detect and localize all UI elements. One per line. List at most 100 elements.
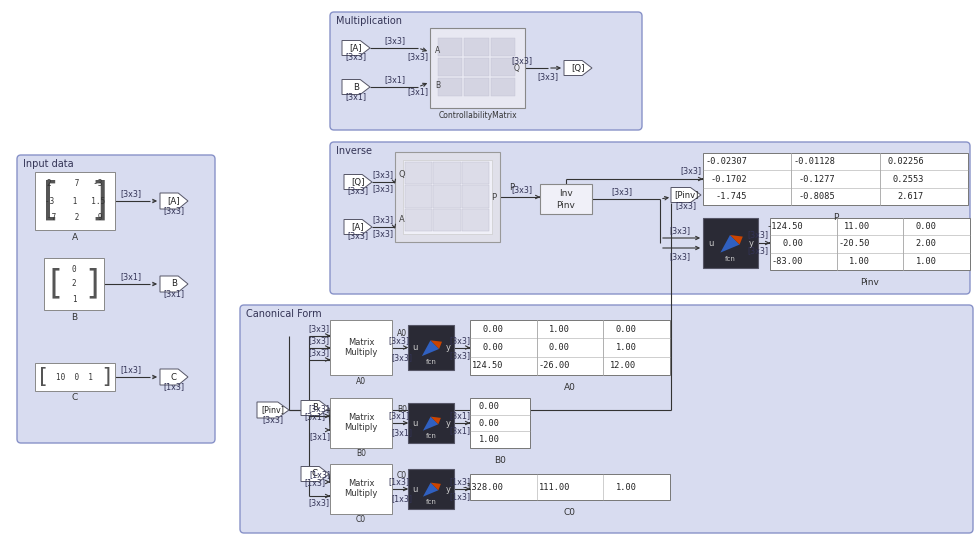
Polygon shape bbox=[430, 340, 441, 349]
Text: [3x3]: [3x3] bbox=[746, 246, 768, 255]
Bar bbox=[44, 258, 104, 310]
Text: [3x3]: [3x3] bbox=[163, 206, 185, 215]
Text: -1328.00: -1328.00 bbox=[461, 483, 503, 491]
Text: B: B bbox=[353, 83, 359, 91]
Text: -124.50: -124.50 bbox=[766, 222, 803, 231]
Text: 0: 0 bbox=[71, 265, 76, 273]
Bar bbox=[433, 208, 461, 231]
Text: C: C bbox=[312, 469, 318, 478]
Text: 1.00: 1.00 bbox=[848, 257, 869, 266]
Text: [1x3]: [1x3] bbox=[304, 478, 326, 488]
Bar bbox=[433, 162, 461, 184]
Text: Q: Q bbox=[399, 170, 405, 179]
Polygon shape bbox=[257, 402, 289, 418]
Text: -3    1   1.5: -3 1 1.5 bbox=[45, 197, 105, 206]
Text: u: u bbox=[412, 418, 418, 428]
Text: [1x3]: [1x3] bbox=[388, 477, 409, 487]
Text: -20.50: -20.50 bbox=[837, 240, 869, 248]
Polygon shape bbox=[730, 235, 742, 245]
Bar bbox=[490, 78, 514, 96]
Text: y: y bbox=[748, 239, 753, 247]
Text: -0.1277: -0.1277 bbox=[798, 174, 834, 184]
Text: B: B bbox=[70, 313, 77, 321]
Text: 0.00: 0.00 bbox=[914, 222, 936, 231]
Text: y: y bbox=[446, 343, 451, 352]
Text: -83.00: -83.00 bbox=[771, 257, 803, 266]
Text: B0: B0 bbox=[494, 456, 506, 465]
Text: 2.617: 2.617 bbox=[897, 192, 923, 201]
Text: [1x3]: [1x3] bbox=[449, 492, 470, 502]
Text: 0.00: 0.00 bbox=[615, 325, 636, 334]
Bar bbox=[490, 38, 514, 56]
Text: [3x1]: [3x1] bbox=[388, 411, 409, 421]
Text: [A]: [A] bbox=[351, 222, 364, 232]
Polygon shape bbox=[563, 60, 592, 76]
Bar bbox=[330, 398, 391, 448]
Text: 1.00: 1.00 bbox=[478, 435, 500, 444]
Text: Q: Q bbox=[513, 64, 519, 72]
Text: 0.00: 0.00 bbox=[781, 240, 803, 248]
Text: [3x3]: [3x3] bbox=[347, 232, 368, 240]
Bar bbox=[462, 162, 488, 184]
Text: C: C bbox=[171, 373, 177, 381]
Text: [3x3]: [3x3] bbox=[308, 348, 330, 357]
Text: [Pinv]: [Pinv] bbox=[673, 191, 697, 199]
Text: [: [ bbox=[45, 267, 66, 300]
Bar bbox=[702, 218, 757, 268]
Text: [3x1]: [3x1] bbox=[407, 87, 428, 97]
Polygon shape bbox=[422, 483, 438, 497]
Bar bbox=[464, 78, 488, 96]
Text: [3x3]: [3x3] bbox=[372, 215, 393, 225]
Text: P: P bbox=[490, 192, 496, 201]
Text: A: A bbox=[399, 215, 404, 224]
Text: B: B bbox=[171, 280, 177, 288]
Text: 1.00: 1.00 bbox=[615, 343, 636, 352]
Polygon shape bbox=[159, 369, 188, 385]
Text: 0.00: 0.00 bbox=[482, 343, 503, 352]
Bar bbox=[330, 464, 391, 514]
Bar bbox=[462, 185, 488, 208]
Text: y: y bbox=[446, 418, 451, 428]
Bar bbox=[469, 320, 669, 375]
Text: u: u bbox=[412, 484, 418, 494]
Text: [3x1]: [3x1] bbox=[309, 433, 331, 442]
Text: [3x3]: [3x3] bbox=[669, 253, 689, 261]
Bar bbox=[408, 325, 454, 370]
Bar bbox=[405, 185, 432, 208]
Text: C: C bbox=[71, 394, 78, 402]
Polygon shape bbox=[341, 79, 370, 94]
Text: A: A bbox=[434, 46, 440, 55]
Bar bbox=[469, 474, 669, 500]
Polygon shape bbox=[300, 401, 329, 415]
Text: [1x3]: [1x3] bbox=[120, 366, 142, 375]
Text: C0: C0 bbox=[356, 516, 366, 524]
Text: ]: ] bbox=[101, 367, 113, 387]
Text: [3x1]: [3x1] bbox=[345, 92, 366, 102]
Text: 0.02256: 0.02256 bbox=[886, 157, 923, 166]
Text: [1x3]: [1x3] bbox=[163, 382, 185, 392]
Text: u: u bbox=[708, 239, 713, 247]
Text: [3x3]: [3x3] bbox=[308, 498, 330, 508]
Text: [3x3]: [3x3] bbox=[669, 226, 689, 235]
Text: 2     7   -3: 2 7 -3 bbox=[47, 179, 103, 188]
Bar bbox=[433, 185, 461, 208]
Text: B0: B0 bbox=[356, 449, 366, 458]
Bar bbox=[403, 160, 492, 234]
Text: Matrix: Matrix bbox=[347, 338, 374, 347]
FancyBboxPatch shape bbox=[17, 155, 215, 443]
Text: [3x3]: [3x3] bbox=[449, 336, 470, 345]
Text: [3x3]: [3x3] bbox=[511, 186, 532, 194]
Bar bbox=[437, 78, 462, 96]
Text: ]: ] bbox=[83, 267, 103, 300]
Text: Multiply: Multiply bbox=[344, 489, 378, 498]
Text: y: y bbox=[446, 484, 451, 494]
Text: [3x3]: [3x3] bbox=[675, 201, 696, 211]
Text: [3x3]: [3x3] bbox=[308, 336, 330, 345]
Text: 1: 1 bbox=[71, 294, 76, 303]
Polygon shape bbox=[341, 40, 370, 56]
Text: fcn: fcn bbox=[725, 256, 735, 262]
Text: [Q]: [Q] bbox=[571, 64, 584, 72]
Bar bbox=[429, 28, 524, 108]
Text: [3x1]: [3x1] bbox=[391, 429, 412, 437]
Text: 0.00: 0.00 bbox=[478, 418, 500, 428]
